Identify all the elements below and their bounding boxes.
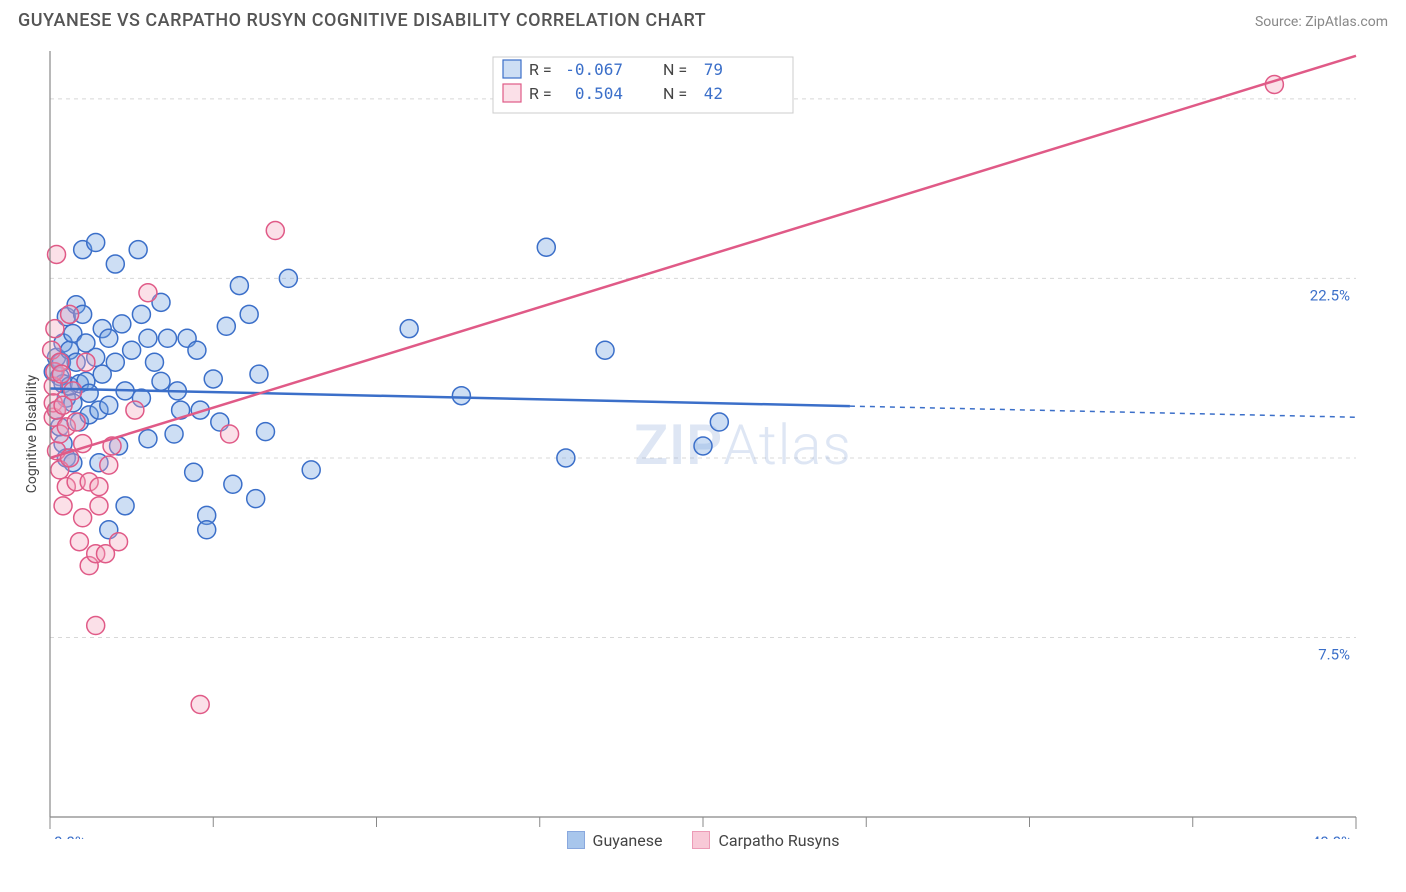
data-point (185, 463, 203, 481)
data-point (110, 533, 128, 551)
data-point (132, 305, 150, 323)
data-point (139, 430, 157, 448)
data-point (188, 341, 206, 359)
data-point (256, 423, 274, 441)
legend-n-label: N = (663, 84, 687, 103)
legend-n-value: 42 (704, 84, 723, 103)
data-point (230, 277, 248, 295)
data-point (87, 234, 105, 252)
data-point (106, 255, 124, 273)
legend-r-value: 0.504 (575, 84, 623, 103)
footer-legend-item: Carpatho Rusyns (692, 831, 839, 850)
data-point (198, 521, 216, 539)
data-point (139, 284, 157, 302)
data-point (61, 305, 79, 323)
data-point (54, 497, 72, 515)
legend-n-value: 79 (704, 60, 723, 79)
data-point (100, 329, 118, 347)
data-point (74, 509, 92, 527)
data-point (67, 413, 85, 431)
data-point (250, 365, 268, 383)
data-point (596, 341, 614, 359)
data-point (221, 425, 239, 443)
data-point (152, 372, 170, 390)
data-point (123, 341, 141, 359)
data-point (46, 320, 64, 338)
data-point (113, 315, 131, 333)
legend-r-label: R = (529, 60, 552, 79)
trend-line (50, 56, 1356, 458)
data-point (116, 497, 134, 515)
data-point (204, 370, 222, 388)
data-point (302, 461, 320, 479)
data-point (710, 413, 728, 431)
data-point (126, 401, 144, 419)
data-point (247, 490, 265, 508)
y-tick-label: 7.5% (1318, 645, 1350, 663)
y-tick-label: 22.5% (1310, 286, 1350, 304)
scatter-chart: 7.5%22.5%ZIPAtlas0.0%40.0%Cognitive Disa… (18, 39, 1388, 839)
data-point (90, 497, 108, 515)
data-point (52, 365, 70, 383)
data-point (77, 353, 95, 371)
data-point (106, 353, 124, 371)
data-point (87, 617, 105, 635)
data-point (129, 241, 147, 259)
legend-r-value: -0.067 (565, 60, 623, 79)
data-point (266, 222, 284, 240)
chart-header: GUYANESE VS CARPATHO RUSYN COGNITIVE DIS… (0, 0, 1406, 39)
data-point (159, 329, 177, 347)
data-point (240, 305, 258, 323)
data-point (80, 384, 98, 402)
legend-swatch (692, 831, 710, 849)
data-point (145, 353, 163, 371)
data-point (70, 533, 88, 551)
y-axis-label: Cognitive Disability (24, 374, 40, 493)
legend-swatch (503, 60, 521, 78)
data-point (100, 456, 118, 474)
chart-title: GUYANESE VS CARPATHO RUSYN COGNITIVE DIS… (18, 10, 706, 31)
trend-line-extrapolated (850, 406, 1356, 417)
data-point (191, 695, 209, 713)
data-point (452, 387, 470, 405)
footer-legend: Guyanese Carpatho Rusyns (18, 831, 1388, 850)
legend-swatch (567, 831, 585, 849)
legend-r-label: R = (529, 84, 552, 103)
chart-container: 7.5%22.5%ZIPAtlas0.0%40.0%Cognitive Disa… (18, 39, 1388, 839)
legend-n-label: N = (663, 60, 687, 79)
data-point (165, 425, 183, 443)
data-point (64, 382, 82, 400)
data-point (90, 478, 108, 496)
data-point (224, 475, 242, 493)
source-label: Source: ZipAtlas.com (1255, 14, 1388, 30)
data-point (537, 238, 555, 256)
data-point (100, 396, 118, 414)
data-point (400, 320, 418, 338)
data-point (694, 437, 712, 455)
data-point (279, 269, 297, 287)
legend-swatch (503, 84, 521, 102)
data-point (217, 317, 235, 335)
data-point (139, 329, 157, 347)
footer-legend-item: Guyanese (567, 831, 663, 850)
watermark: ZIPAtlas (634, 412, 851, 478)
data-point (557, 449, 575, 467)
